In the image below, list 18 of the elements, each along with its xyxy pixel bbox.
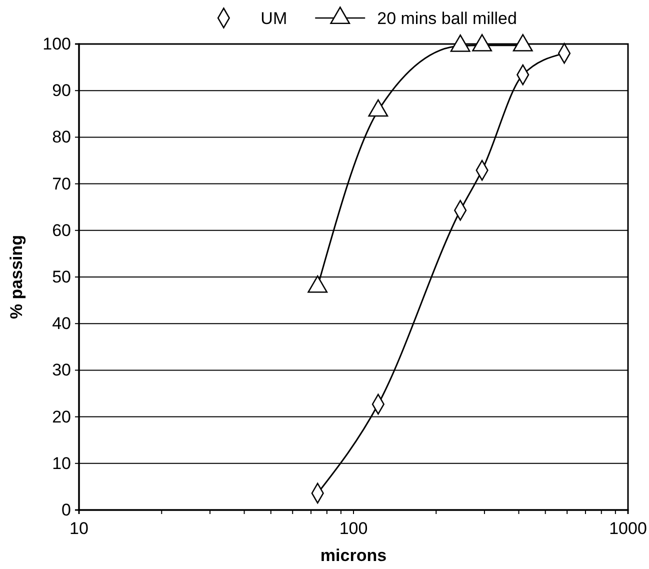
y-tick-label: 10	[52, 454, 71, 473]
y-axis-title: % passing	[7, 234, 26, 320]
legend-label: UM	[260, 9, 288, 28]
y-tick-label: 70	[52, 174, 71, 194]
y-tick-label: 0	[62, 500, 71, 520]
x-tick-label: 100	[339, 519, 368, 538]
y-tick-label: 50	[52, 267, 71, 286]
y-tick-label: 60	[52, 220, 71, 240]
y-tick-label: 100	[42, 34, 71, 54]
x-tick-label: 10	[70, 519, 88, 538]
y-tick-label: 40	[52, 314, 71, 334]
y-tick-label: 90	[52, 81, 71, 100]
y-tick-label: 30	[52, 360, 71, 380]
x-tick-label: 1000	[609, 519, 647, 538]
x-axis-title: microns	[320, 546, 387, 565]
y-tick-label: 80	[52, 128, 71, 147]
y-tick-label: 20	[52, 407, 71, 426]
legend-label: 20 mins ball milled	[377, 9, 517, 28]
